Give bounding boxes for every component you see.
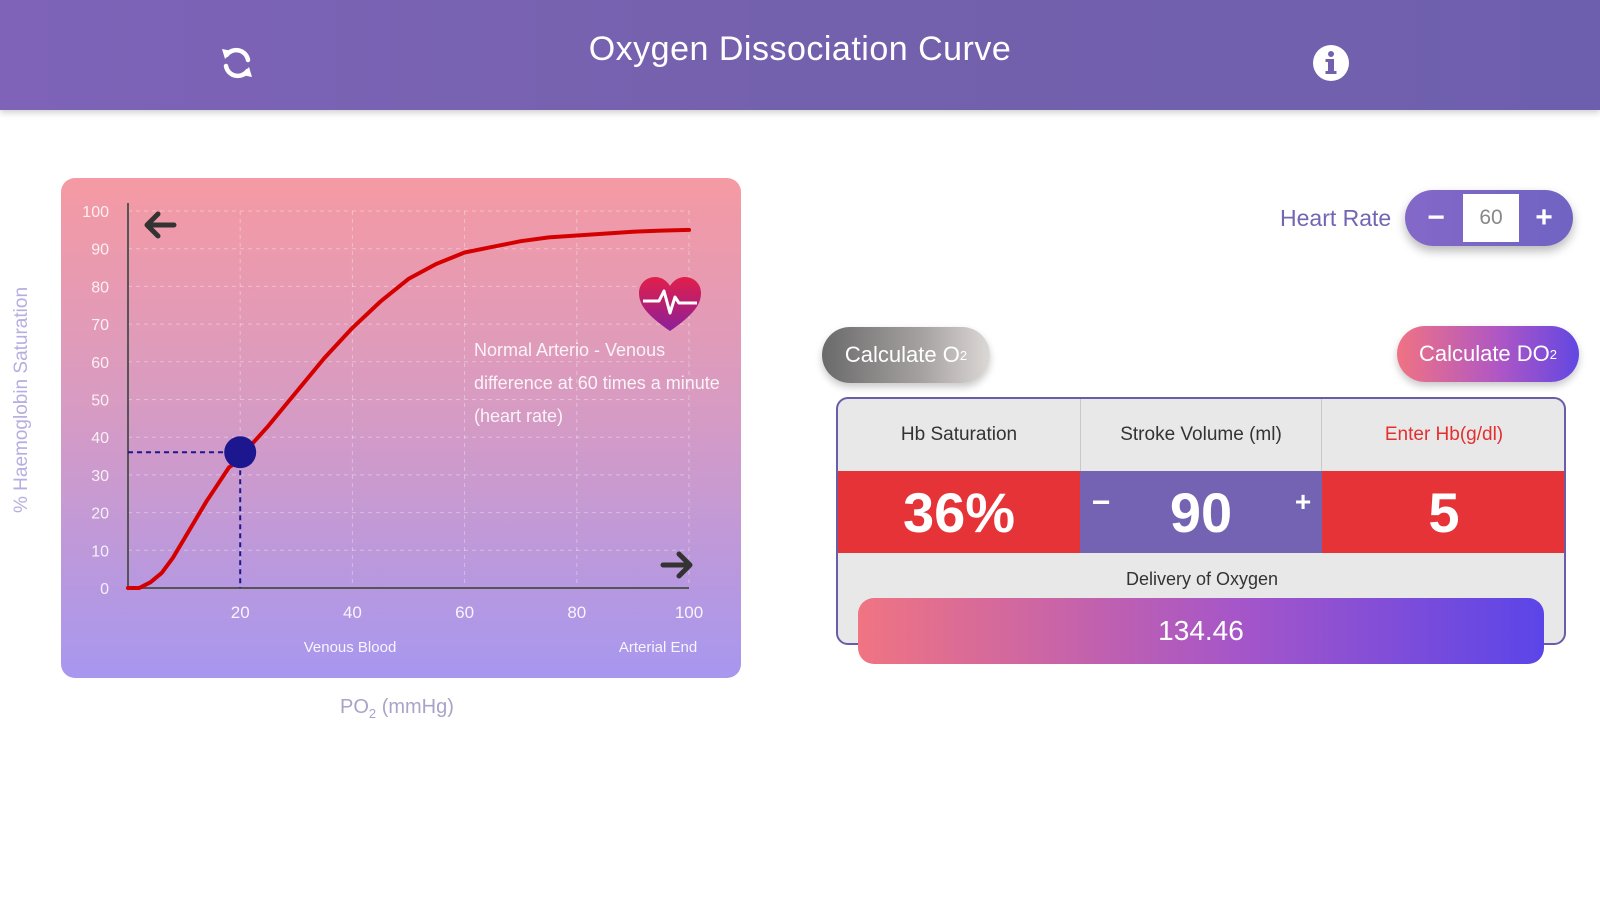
x-tick-label: 100 <box>675 603 703 622</box>
x-tick-label: 20 <box>231 603 250 622</box>
hb-saturation-value: 36% <box>838 471 1080 553</box>
chart-ticks: 0 10 20 30 40 50 60 70 80 90 100 20 40 60 80 100 Venous … <box>82 204 703 656</box>
chart-svg: 0 10 20 30 40 50 60 70 80 90 100 20 40 60 80 100 Venous … <box>82 203 703 656</box>
chart-marker <box>128 436 257 588</box>
y-tick-label: 60 <box>91 355 109 372</box>
move-right-button[interactable] <box>657 545 697 585</box>
heart-rate-decrement-button[interactable]: − <box>1427 201 1445 234</box>
move-left-button[interactable] <box>140 205 180 245</box>
page-title: Oxygen Dissociation Curve <box>588 30 1012 68</box>
calculate-do2-button[interactable]: Calculate DO 2 <box>1397 326 1579 382</box>
chart-series <box>126 227 691 590</box>
heart-rate-stepper: − 60 + <box>1405 190 1573 246</box>
delivery-label: Delivery of Oxygen <box>1125 569 1279 589</box>
hb-input-value[interactable]: 5 <box>1322 471 1564 553</box>
hb-saturation-label: Hb Saturation <box>900 424 1018 445</box>
x-tick-label: 60 <box>455 603 474 622</box>
app-header: Oxygen Dissociation Curve <box>0 0 1600 110</box>
stroke-volume-value: 90 <box>1080 471 1322 553</box>
info-icon <box>1313 45 1349 81</box>
chart-axes <box>127 203 689 589</box>
delivery-value: 134.46 <box>858 598 1544 664</box>
arrow-right-icon <box>660 551 693 579</box>
chart-annotation: Normal Arterio - Venous difference at 60… <box>474 340 720 426</box>
x-region-label: Arterial End <box>619 639 697 656</box>
y-tick-label: 100 <box>82 204 109 221</box>
y-tick-label: 10 <box>91 543 109 560</box>
y-tick-label: 30 <box>91 468 109 485</box>
y-tick-label: 50 <box>91 393 109 410</box>
y-tick-label: 90 <box>91 242 109 259</box>
y-tick-label: 0 <box>100 581 109 598</box>
heart-rate-value[interactable]: 60 <box>1463 194 1519 242</box>
heart-rate-label: Heart Rate <box>1280 205 1392 231</box>
series-line <box>126 227 691 590</box>
marker-point <box>224 436 257 469</box>
stroke-volume-decrement-button[interactable]: − <box>1091 483 1111 520</box>
x-region-label: Venous Blood <box>304 639 397 656</box>
x-axis-title: PO2 (mmHg) <box>340 696 454 721</box>
x-tick-label: 40 <box>343 603 362 622</box>
info-button[interactable] <box>1308 40 1354 86</box>
heart-icon <box>637 275 703 335</box>
hb-input-label: Enter Hb(g/dl) <box>1384 424 1504 445</box>
stroke-volume-increment-button[interactable]: + <box>1294 486 1312 517</box>
y-tick-label: 40 <box>91 430 109 447</box>
y-axis-title: % Haemoglobin Saturation <box>11 286 32 514</box>
dissociation-chart[interactable]: 0 10 20 30 40 50 60 70 80 90 100 20 40 60 80 100 Venous … <box>61 178 741 678</box>
x-tick-label: 80 <box>567 603 586 622</box>
y-tick-label: 80 <box>91 279 109 296</box>
arrow-left-icon <box>144 211 177 239</box>
refresh-button[interactable] <box>214 40 260 86</box>
stroke-volume-label: Stroke Volume (ml) <box>1080 399 1322 471</box>
heart-rate-increment-button[interactable]: + <box>1535 201 1553 234</box>
refresh-icon <box>222 47 252 79</box>
y-tick-label: 20 <box>91 506 109 523</box>
y-tick-label: 70 <box>91 317 109 334</box>
